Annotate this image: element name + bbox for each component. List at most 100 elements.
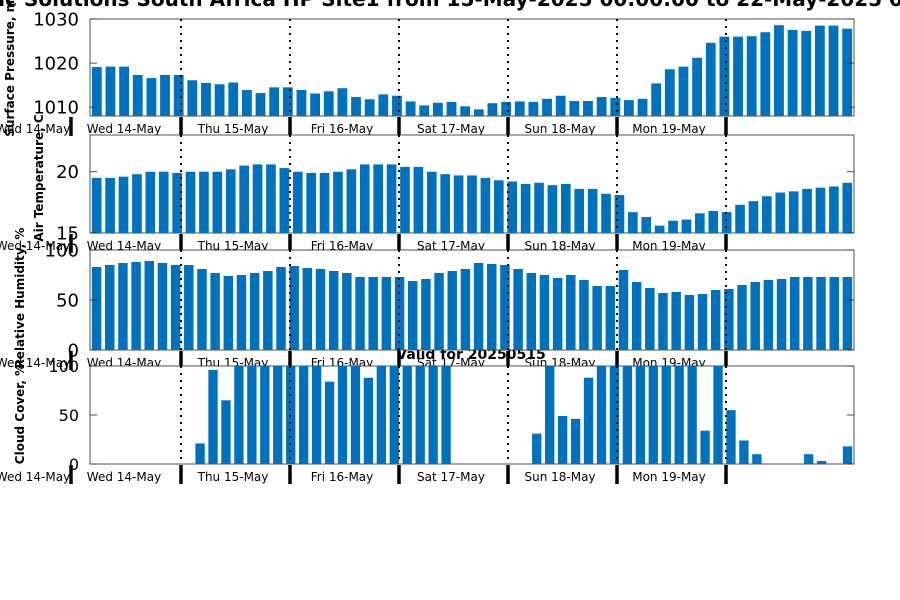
bar	[363, 377, 374, 464]
bar	[628, 212, 638, 233]
bar	[746, 36, 757, 117]
bar	[555, 95, 566, 116]
bar	[105, 66, 116, 116]
bar	[337, 366, 348, 464]
x-day-label: Sat 17-May	[417, 122, 485, 136]
bar	[315, 269, 326, 350]
bar	[91, 67, 102, 116]
y-tick-label: 1030	[33, 9, 79, 30]
bar	[545, 366, 555, 464]
bar	[282, 87, 293, 116]
x-day-label: Mon 19-May	[632, 122, 706, 136]
x-day-label: Wed 14-May	[0, 122, 70, 136]
bar	[671, 292, 681, 350]
bar	[210, 273, 220, 350]
bar	[386, 164, 397, 233]
bar	[212, 171, 223, 233]
y-tick-label: 15	[56, 223, 79, 244]
bar	[681, 219, 692, 233]
bar	[583, 101, 593, 116]
chart-panels: 1010 1020 1030 Wed 14-May Wed 14-May Thu 15-M…	[0, 0, 855, 484]
bar	[815, 187, 826, 233]
bar	[160, 75, 170, 116]
bar	[574, 188, 585, 233]
bar	[236, 275, 247, 350]
bar	[197, 269, 207, 350]
bar	[733, 36, 743, 116]
bar	[695, 213, 705, 233]
bar	[816, 461, 827, 464]
bar	[359, 164, 370, 233]
y-axis-label: Relative Humidity, %	[13, 228, 27, 369]
bar	[692, 57, 703, 116]
bar	[460, 106, 471, 116]
panel-1: 1010 1020 1030 Wed 14-May Wed 14-May Thu 15-M…	[0, 0, 855, 137]
bar	[228, 82, 239, 116]
bar	[342, 273, 352, 350]
bar	[637, 98, 648, 116]
bar	[453, 175, 464, 233]
bar	[788, 191, 799, 233]
bar	[789, 277, 800, 350]
y-tick-label: 100	[48, 357, 79, 376]
bar	[674, 366, 684, 464]
bar	[306, 172, 316, 233]
bar	[170, 265, 181, 350]
bar	[405, 101, 416, 116]
bar	[225, 169, 236, 233]
bar	[311, 366, 322, 464]
x-day-label: Mon 19-May	[632, 239, 706, 253]
bar	[234, 366, 244, 464]
bar	[601, 193, 611, 233]
bar	[803, 277, 813, 350]
bar	[355, 277, 365, 350]
bar	[721, 212, 732, 233]
y-tick-label: 50	[59, 406, 79, 425]
bar	[842, 28, 853, 117]
bar	[487, 264, 497, 350]
x-day-label: Wed 14-May	[87, 239, 161, 253]
bar	[513, 269, 523, 350]
x-day-label: Thu 15-May	[197, 470, 269, 484]
bar	[223, 276, 234, 350]
bar	[610, 97, 621, 116]
bar	[91, 177, 102, 234]
bar	[570, 418, 581, 464]
bar	[526, 273, 537, 350]
x-day-label: Sat 17-May	[417, 470, 485, 484]
bar	[146, 78, 157, 116]
bar	[392, 95, 402, 116]
bar	[762, 196, 772, 233]
bar	[635, 366, 645, 464]
bar	[814, 25, 825, 116]
bar	[350, 366, 361, 464]
bar	[561, 184, 571, 233]
bar	[534, 182, 544, 233]
bar	[605, 286, 616, 350]
x-day-label: Wed 14-May	[87, 470, 161, 484]
bar	[199, 171, 209, 233]
bar	[260, 366, 270, 464]
bar	[579, 280, 589, 350]
bar	[473, 109, 484, 116]
bar	[487, 103, 498, 116]
bar	[500, 265, 510, 350]
bar	[310, 93, 321, 116]
bar	[776, 279, 787, 350]
bar	[252, 164, 263, 233]
bar	[346, 169, 357, 233]
bar	[119, 66, 130, 116]
bar	[623, 100, 634, 116]
bar	[337, 88, 348, 116]
y-axis-label: Air Temperature, C	[32, 114, 46, 242]
bar	[187, 80, 198, 116]
y-tick-label: 20	[56, 162, 79, 183]
bar	[440, 174, 451, 233]
y-tick-label: 1020	[33, 54, 79, 75]
bar	[842, 182, 853, 233]
bar	[514, 101, 525, 116]
bar	[421, 279, 431, 350]
bar	[566, 275, 576, 350]
bar	[547, 185, 558, 233]
